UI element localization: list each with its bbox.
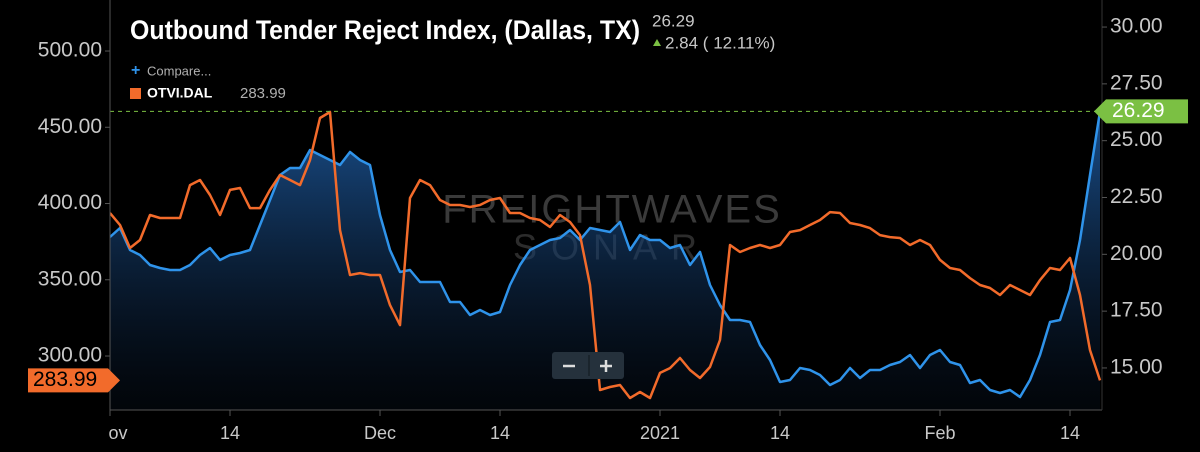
zoom-panel	[552, 352, 624, 379]
x-tick-label: 14	[490, 423, 510, 443]
chart-title: Outbound Tender Reject Index, (Dallas, T…	[130, 15, 640, 45]
left-badge-label: 283.99	[33, 368, 97, 391]
y2-tick-label: 20.00	[1110, 242, 1163, 265]
line	[110, 110, 1102, 400]
x-tick-label: ov	[108, 423, 127, 443]
x-tick-label: 14	[220, 423, 240, 443]
y-tick-label: 500.00	[38, 39, 102, 62]
watermark-text: FREIGHTWAVES	[442, 188, 782, 232]
x-tick-label: 2021	[640, 423, 680, 443]
legend-plus-icon: +	[131, 62, 140, 79]
y-tick-label: 400.00	[38, 191, 102, 214]
y-tick-label: 350.00	[38, 267, 102, 290]
legend-swatch	[130, 88, 141, 99]
x-tick-label: Feb	[924, 423, 955, 443]
right-badge-label: 26.29	[1112, 99, 1165, 122]
legend-label[interactable]: Compare...	[147, 63, 211, 78]
legend: + Compare... OTVI.DAL 283.99	[130, 62, 286, 102]
up-arrow	[653, 39, 661, 46]
x-tick-label: 14	[770, 423, 790, 443]
last-change: 2.84 ( 12.11%)	[665, 33, 775, 52]
y-tick-label: 450.00	[38, 115, 102, 138]
line	[110, 111, 1102, 399]
x-tick-label: Dec	[364, 423, 396, 443]
left-badge	[28, 368, 120, 393]
last-value: 26.29	[652, 11, 695, 30]
y2-tick-label: 27.50	[1110, 71, 1163, 94]
plot-area	[110, 110, 1102, 410]
axes: 300.00 350.00 400.00 450.00 500.00 15.00 17.50…	[38, 15, 1163, 443]
right-badge	[1094, 99, 1188, 124]
y2-tick-label: 25.00	[1110, 128, 1163, 151]
y2-tick-label: 15.00	[1110, 356, 1163, 379]
legend-value: 283.99	[240, 85, 286, 102]
y2-tick-label: 22.50	[1110, 185, 1163, 208]
legend-label[interactable]: OTVI.DAL	[147, 85, 213, 101]
y2-tick-label: 17.50	[1110, 299, 1163, 322]
area	[110, 111, 1100, 410]
y2-tick-label: 30.00	[1110, 15, 1163, 38]
x-tick-label: 14	[1060, 423, 1080, 443]
y-tick-label: 300.00	[38, 344, 102, 367]
zoom-controls	[552, 352, 624, 379]
